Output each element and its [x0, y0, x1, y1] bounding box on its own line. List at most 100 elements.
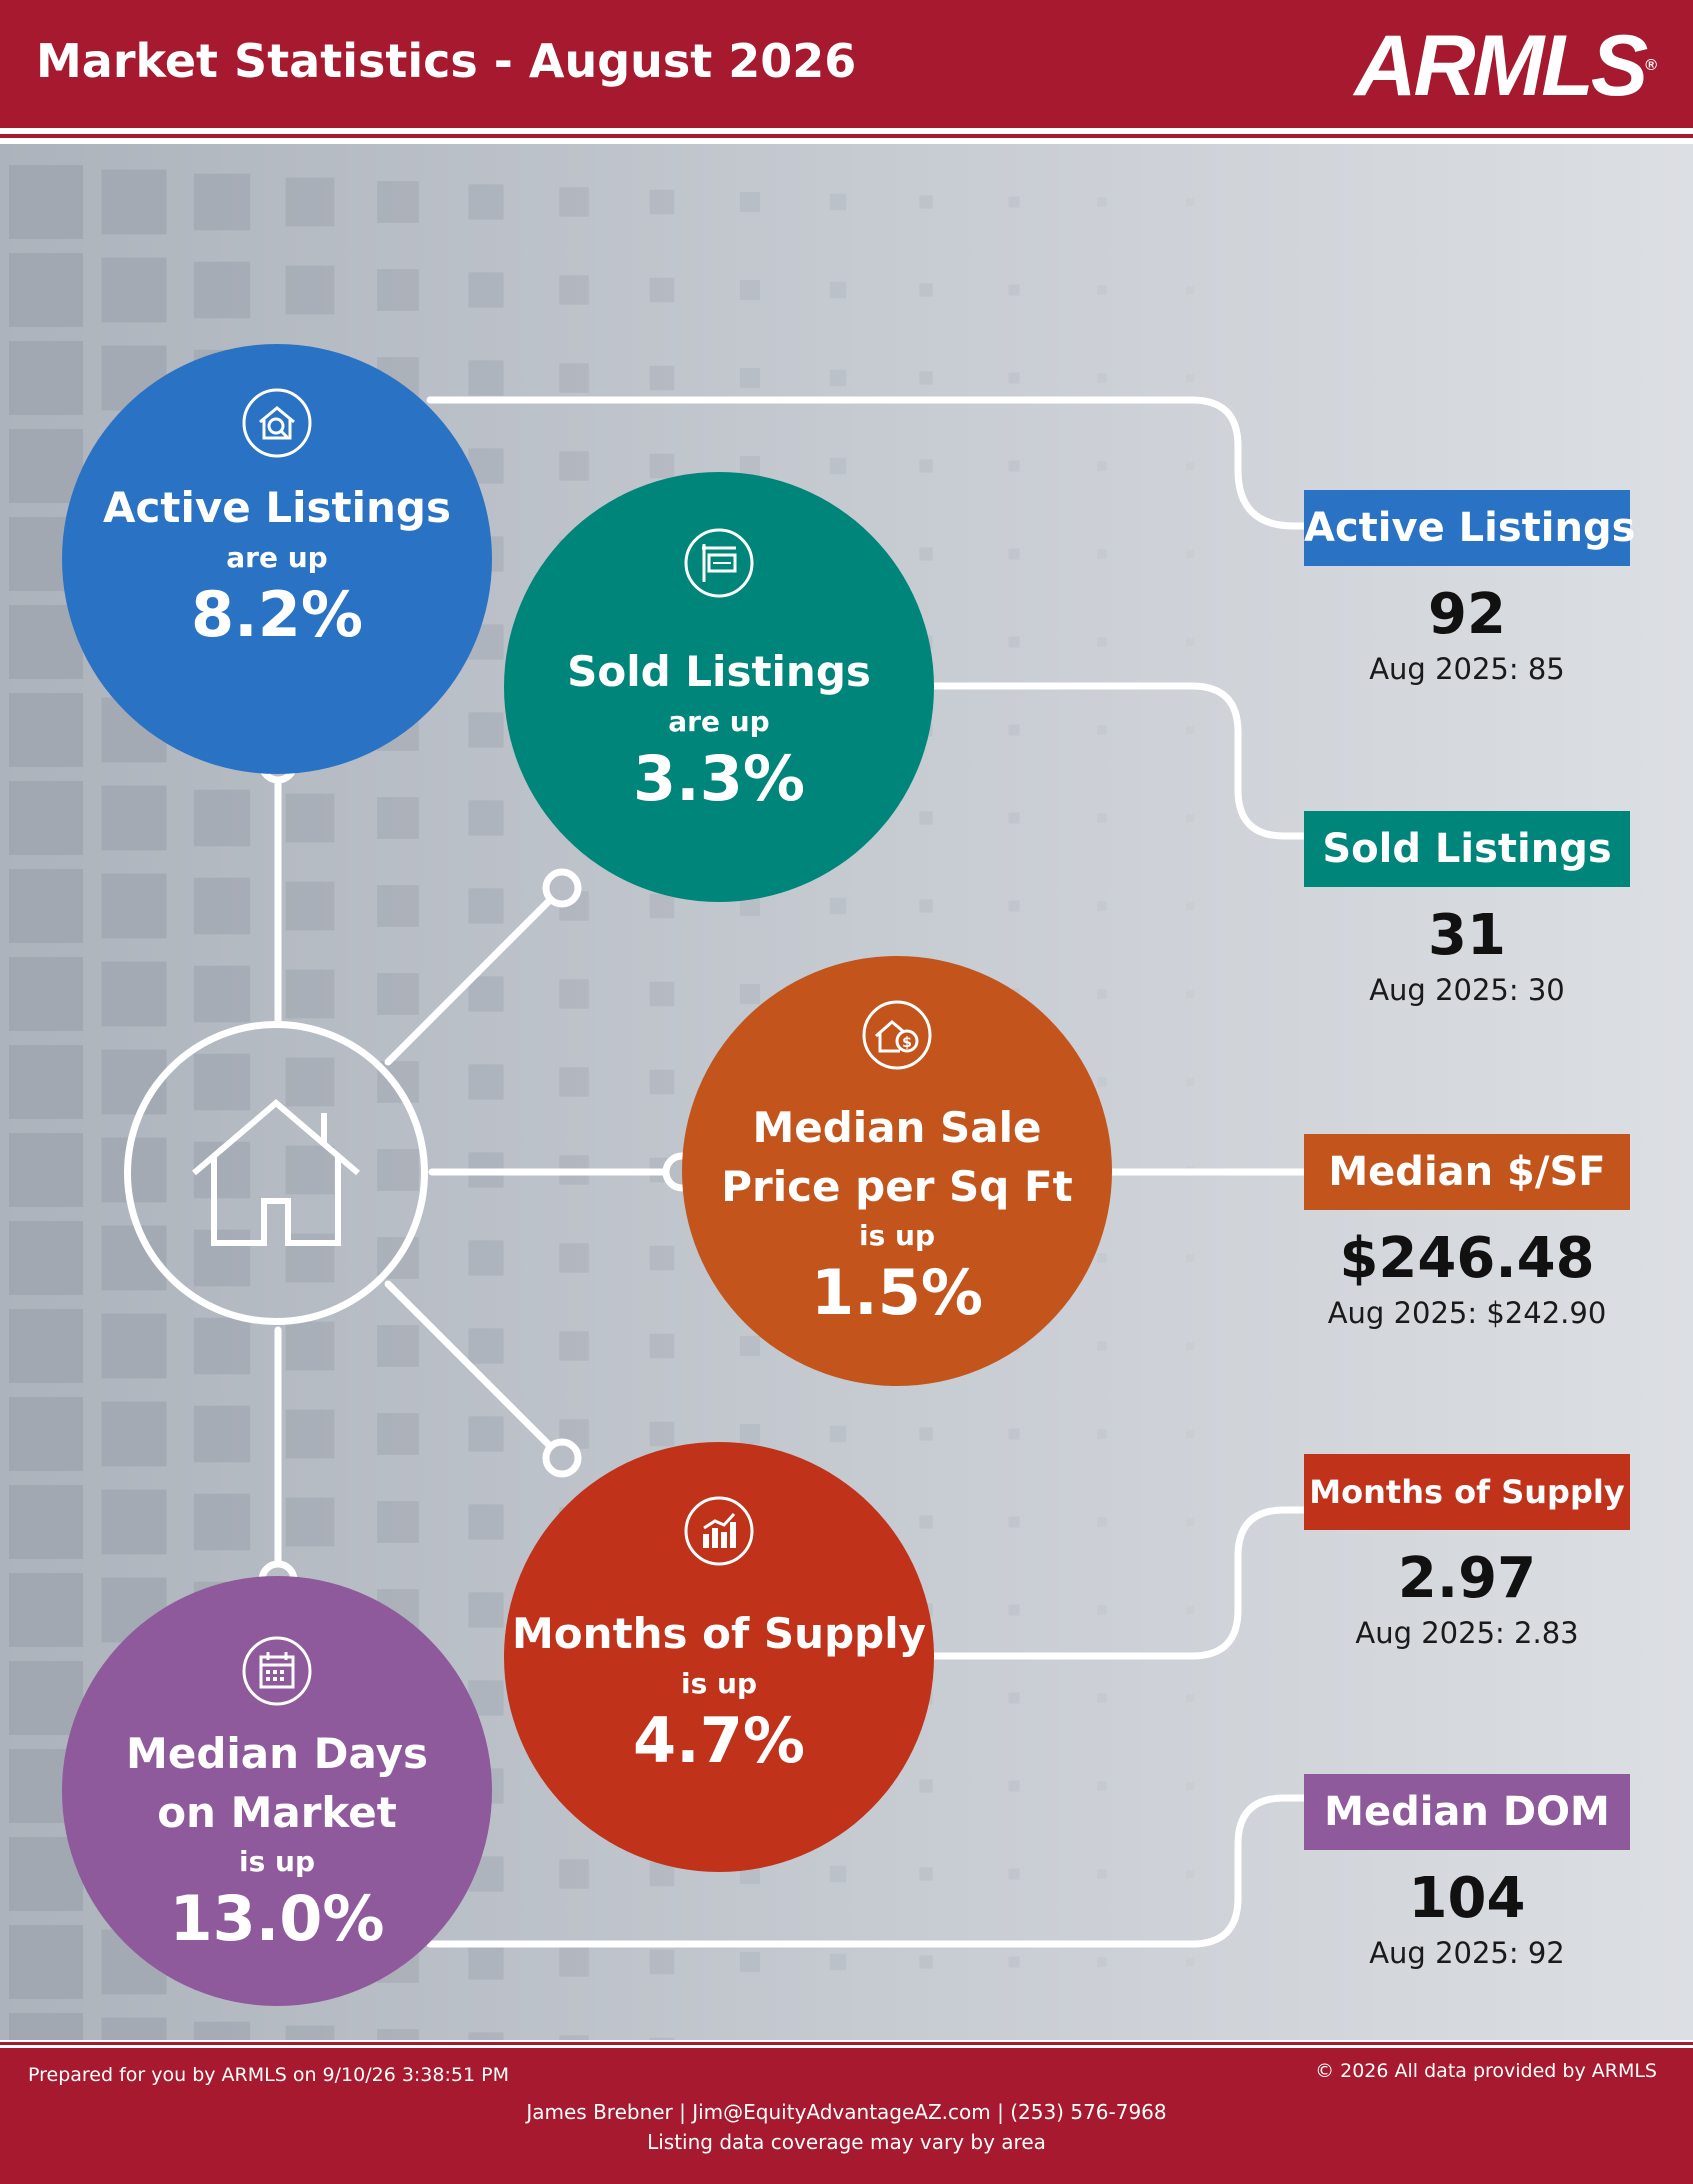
background-square — [468, 360, 504, 396]
background-square — [739, 1951, 761, 1973]
background-square — [377, 1501, 419, 1543]
background-square — [919, 1867, 933, 1881]
background-square — [1097, 1957, 1107, 1967]
background-square — [1097, 373, 1107, 383]
background-square — [193, 261, 251, 319]
background-square — [829, 193, 847, 211]
background-square — [101, 1401, 167, 1467]
stat-label: Median $/SF — [1304, 1134, 1630, 1210]
background-square — [468, 1064, 504, 1100]
background-square — [649, 1949, 675, 1975]
background-square — [1008, 548, 1020, 560]
background-square — [377, 973, 419, 1015]
background-square — [468, 1592, 504, 1628]
background-square — [559, 2035, 589, 2040]
house-search-icon — [242, 388, 312, 458]
stat-previous-year: Aug 2025: 2.83 — [1355, 1616, 1579, 1650]
background-square — [649, 365, 675, 391]
background-square — [193, 965, 251, 1023]
background-square — [919, 811, 933, 825]
background-square — [1008, 636, 1020, 648]
median-dom-title-line1: Median Days — [126, 1729, 428, 1778]
background-square — [919, 1779, 933, 1793]
background-square — [649, 1069, 675, 1095]
stat-previous-year: Aug 2025: 92 — [1369, 1936, 1565, 1970]
sold-listings-direction: are up — [668, 704, 770, 738]
background-square — [101, 785, 167, 851]
stat-value: 104 — [1408, 1866, 1526, 1931]
background-square — [468, 712, 504, 748]
background-square — [559, 275, 589, 305]
background-square — [9, 1397, 83, 1471]
background-square — [919, 283, 933, 297]
background-square — [919, 195, 933, 209]
background-square — [101, 1489, 167, 1555]
background-square — [9, 165, 83, 239]
background-square — [468, 1944, 504, 1980]
background-square — [1008, 724, 1020, 736]
active-listings-title: Active Listings — [103, 483, 451, 532]
footer-rule — [0, 2042, 1693, 2045]
background-square — [1185, 1957, 1195, 1967]
stat-value: 2.97 — [1397, 1546, 1537, 1611]
background-square — [193, 1493, 251, 1551]
median-dom-circle: Median Days on Market is up 13.0% — [62, 1576, 492, 2006]
background-square — [739, 983, 761, 1005]
background-square — [9, 1045, 83, 1119]
background-square — [559, 1859, 589, 1889]
background-square — [1185, 197, 1195, 207]
background-square — [1185, 1341, 1195, 1351]
background-square — [9, 429, 83, 503]
background-square — [739, 191, 761, 213]
active-listings-circle: Active Listings are up 8.2% — [62, 344, 492, 774]
background-square — [1185, 1781, 1195, 1791]
background-square — [101, 1313, 167, 1379]
calendar-icon — [242, 1636, 312, 1706]
background-square — [377, 269, 419, 311]
background-square — [1185, 1253, 1195, 1263]
background-square — [468, 1504, 504, 1540]
background-square — [285, 969, 335, 1019]
background-square — [829, 457, 847, 475]
background-square — [919, 459, 933, 473]
background-square — [285, 2025, 335, 2040]
stat-label: Sold Listings — [1304, 811, 1630, 887]
background-square — [829, 281, 847, 299]
median-price-change: 1.5% — [811, 1256, 983, 1329]
background-square — [193, 877, 251, 935]
logo-text: ARMLS — [1354, 18, 1648, 114]
infographic-panel: Active Listings are up 8.2% Sold Listing… — [0, 144, 1693, 2040]
background-square — [1008, 812, 1020, 824]
background-square — [9, 1661, 83, 1735]
background-square — [9, 1309, 83, 1383]
coverage-note: Listing data coverage may vary by area — [647, 2130, 1046, 2154]
background-square — [1008, 1956, 1020, 1968]
background-square — [1097, 989, 1107, 999]
background-square — [193, 789, 251, 847]
background-square — [1185, 725, 1195, 735]
svg-text:$: $ — [902, 1035, 912, 1051]
background-square — [1097, 1253, 1107, 1263]
background-square — [9, 1573, 83, 1647]
page-title: Market Statistics - August 2026 — [36, 34, 857, 88]
background-square — [559, 1947, 589, 1977]
background-square — [285, 881, 335, 931]
background-square — [9, 1485, 83, 1559]
logo-registered-mark: ® — [1645, 57, 1657, 74]
background-square — [468, 1416, 504, 1452]
sold-listings-title: Sold Listings — [567, 647, 871, 696]
background-square — [1008, 1868, 1020, 1880]
background-square — [101, 873, 167, 939]
stat-sold-listings: Sold Listings 31 Aug 2025: 30 — [1304, 811, 1630, 1007]
active-listings-change: 8.2% — [191, 577, 363, 651]
background-square — [285, 793, 335, 843]
background-square — [1097, 637, 1107, 647]
months-supply-circle: Months of Supply is up 4.7% — [504, 1442, 934, 1872]
background-square — [1185, 461, 1195, 471]
background-square — [1097, 813, 1107, 823]
background-square — [739, 279, 761, 301]
background-square — [468, 2032, 504, 2040]
background-square — [649, 2037, 675, 2040]
background-square — [1008, 1692, 1020, 1704]
background-square — [1185, 813, 1195, 823]
